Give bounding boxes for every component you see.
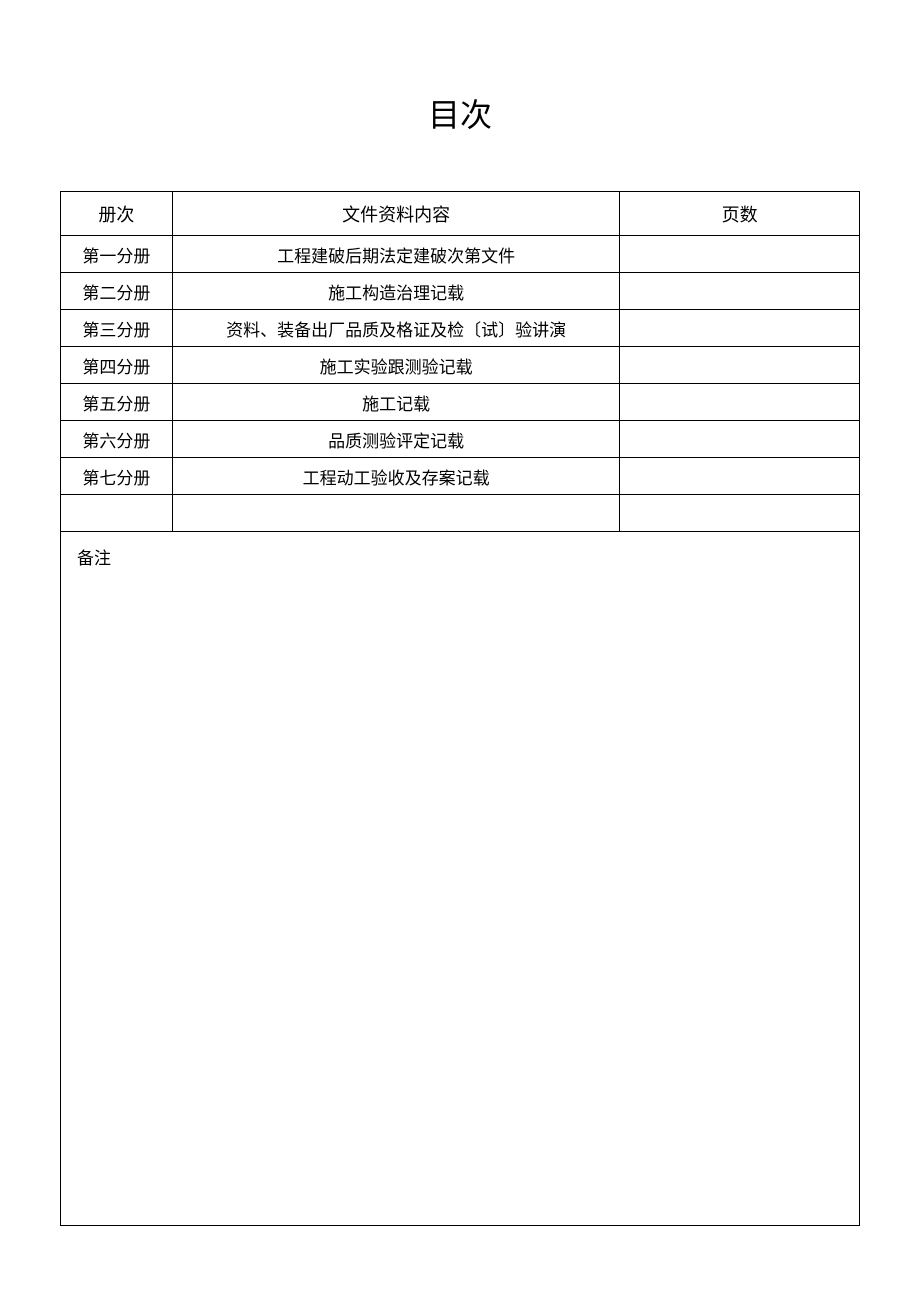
table-row: 第七分册 工程动工验收及存案记载 (61, 458, 860, 495)
table-row: 第四分册 施工实验跟测验记载 (61, 347, 860, 384)
table-notes-row: 备注 (61, 532, 860, 1226)
cell-content: 工程动工验收及存案记载 (172, 458, 619, 495)
column-header-content: 文件资料内容 (172, 192, 619, 236)
table-container: 册次 文件资料内容 页数 第一分册 工程建破后期法定建破次第文件 第二分册 施工… (60, 191, 860, 1226)
cell-pages (620, 495, 860, 532)
table-empty-row (61, 495, 860, 532)
table-row: 第五分册 施工记载 (61, 384, 860, 421)
table-row: 第六分册 品质测验评定记载 (61, 421, 860, 458)
notes-cell: 备注 (61, 532, 860, 1226)
cell-content: 资料、装备出厂品质及格证及检〔试〕验讲演 (172, 310, 619, 347)
cell-volume: 第一分册 (61, 236, 173, 273)
cell-content: 工程建破后期法定建破次第文件 (172, 236, 619, 273)
cell-pages (620, 458, 860, 495)
cell-pages (620, 273, 860, 310)
cell-volume: 第三分册 (61, 310, 173, 347)
page-title: 目次 (0, 0, 920, 191)
column-header-volume: 册次 (61, 192, 173, 236)
table-row: 第二分册 施工构造治理记载 (61, 273, 860, 310)
cell-volume: 第七分册 (61, 458, 173, 495)
table-row: 第一分册 工程建破后期法定建破次第文件 (61, 236, 860, 273)
cell-content: 施工实验跟测验记载 (172, 347, 619, 384)
cell-volume: 第二分册 (61, 273, 173, 310)
cell-volume (61, 495, 173, 532)
column-header-pages: 页数 (620, 192, 860, 236)
cell-pages (620, 384, 860, 421)
table-row: 第三分册 资料、装备出厂品质及格证及检〔试〕验讲演 (61, 310, 860, 347)
cell-content (172, 495, 619, 532)
cell-pages (620, 236, 860, 273)
cell-content: 品质测验评定记载 (172, 421, 619, 458)
cell-volume: 第五分册 (61, 384, 173, 421)
cell-content: 施工记载 (172, 384, 619, 421)
cell-volume: 第四分册 (61, 347, 173, 384)
table-header-row: 册次 文件资料内容 页数 (61, 192, 860, 236)
cell-pages (620, 310, 860, 347)
cell-pages (620, 347, 860, 384)
notes-label: 备注 (77, 549, 111, 568)
cell-pages (620, 421, 860, 458)
contents-table: 册次 文件资料内容 页数 第一分册 工程建破后期法定建破次第文件 第二分册 施工… (60, 191, 860, 1226)
cell-content: 施工构造治理记载 (172, 273, 619, 310)
cell-volume: 第六分册 (61, 421, 173, 458)
